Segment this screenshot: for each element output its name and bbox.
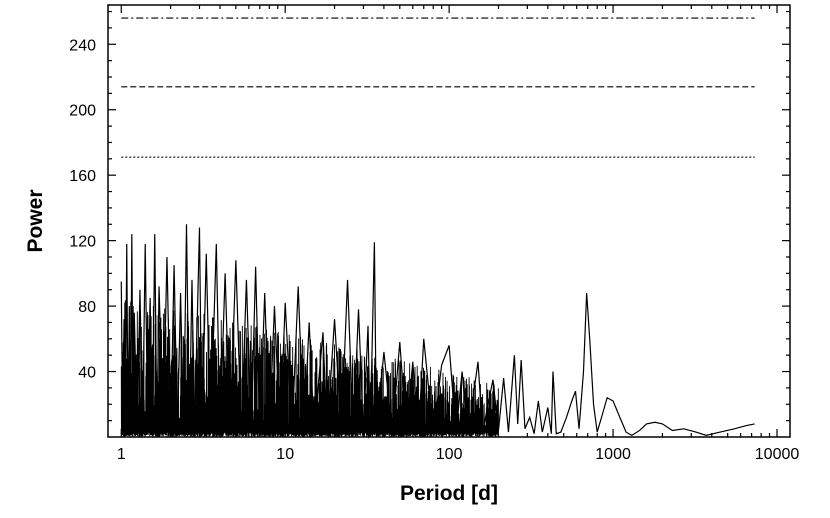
threshold-lines xyxy=(121,17,755,158)
y-tick-label: 160 xyxy=(69,168,96,185)
y-tick-label: 120 xyxy=(69,234,96,251)
x-tick-label: 1000 xyxy=(595,446,631,463)
y-tick-label: 200 xyxy=(69,103,96,120)
x-tick-labels: 1 10 100 1000 10000 xyxy=(117,446,800,463)
x-tick-label: 100 xyxy=(436,446,463,463)
x-tick-label: 10 xyxy=(276,446,294,463)
y-tick-label: 240 xyxy=(69,37,96,54)
y-tick-labels: 40 80 120 160 200 240 xyxy=(69,37,96,381)
x-axis-title: Period [d] xyxy=(400,482,498,505)
power-series xyxy=(120,224,755,439)
y-tick-label: 40 xyxy=(78,365,96,382)
y-axis-title: Power xyxy=(24,189,47,252)
plot-frame xyxy=(107,4,791,438)
x-tick-label: 10000 xyxy=(755,446,800,463)
y-tick-label: 80 xyxy=(78,299,96,316)
x-tick-label: 1 xyxy=(117,446,126,463)
